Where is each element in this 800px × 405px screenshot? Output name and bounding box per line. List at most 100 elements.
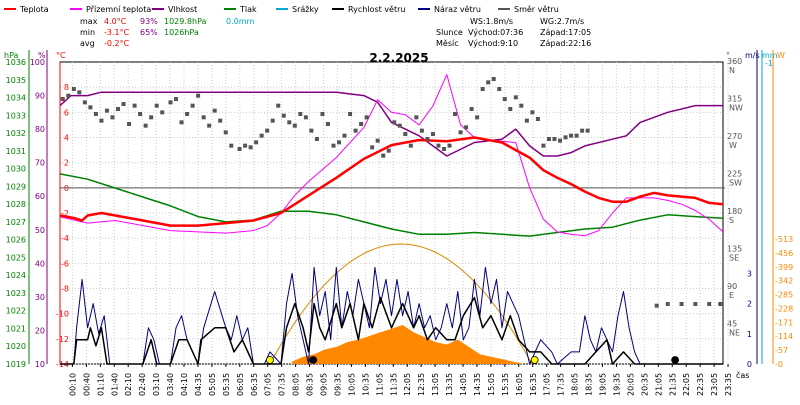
wind-direction-point — [392, 120, 397, 125]
wind-direction-point — [309, 128, 314, 133]
time-tick-label: 01:40 — [110, 373, 119, 396]
wind-direction-point — [331, 143, 336, 148]
pressure-tick-label: 1028 — [6, 200, 26, 209]
direction-tick-deg: 135 — [727, 245, 742, 254]
sun-moon-info: WS:1.8m/s WG:2.7m/s Slunce Východ:07:36 … — [436, 17, 591, 48]
stat-label-avg: avg — [80, 39, 95, 48]
legend: Teplota Přízemní teplota Vlhkost Tlak Srážky… — [4, 5, 559, 14]
wind-direction-point — [441, 147, 446, 151]
time-tick-label: 17:05 — [543, 373, 552, 396]
wind-direction-point — [491, 77, 496, 81]
wind-direction-point — [110, 115, 115, 120]
wind-direction-point — [353, 128, 358, 133]
wind-direction-point — [99, 118, 104, 123]
stat-label-max: max — [80, 17, 98, 26]
wind-direction-point — [116, 107, 121, 111]
time-tick-label: 16:05 — [515, 373, 524, 396]
time-tick-label: 13:35 — [445, 373, 454, 396]
left-axes: 1019102010211022102310241025102610271028… — [6, 50, 69, 369]
legend-label: Náraz větru — [434, 5, 481, 14]
time-tick-label: 03:10 — [152, 373, 161, 396]
x-axis-label: čas — [736, 370, 749, 380]
sunset-time: Západ:17:05 — [540, 28, 591, 37]
wind-direction-point — [314, 137, 319, 141]
sunrise-marker — [266, 356, 274, 364]
wind-direction-point — [359, 122, 364, 126]
wind-direction-point — [679, 302, 684, 306]
wind-direction-point — [464, 125, 469, 130]
pressure-tick-label: 1036 — [6, 58, 26, 67]
wind-direction-point — [524, 118, 529, 123]
time-tick-label: 01:10 — [96, 373, 105, 396]
humidity-tick-label: 100 — [30, 58, 45, 67]
time-tick-label: 00:40 — [82, 373, 91, 396]
wind-direction-point — [298, 112, 303, 116]
pressure-tick-label: 1020 — [6, 342, 26, 351]
temperature-tick-label: -6 — [61, 259, 69, 268]
pressure-tick-label: 1032 — [6, 129, 26, 138]
legend-label: Teplota — [19, 5, 49, 14]
wind-direction-point — [259, 133, 264, 138]
wind-direction-point — [425, 137, 430, 141]
legend-label: Směr větru — [514, 5, 559, 14]
wind-direction-point — [552, 137, 557, 141]
humidity-tick-label: 30 — [35, 293, 45, 302]
humidity-tick-label: 70 — [35, 159, 45, 168]
pressure-tick-label: 1023 — [6, 289, 26, 298]
time-tick-label: 11:35 — [389, 373, 398, 396]
solar-area — [292, 325, 525, 364]
humidity-tick-label: 80 — [35, 125, 45, 134]
series-ground-temperature — [59, 74, 724, 237]
rain-tick-label: -1 — [765, 59, 773, 68]
wind-direction-point — [563, 135, 568, 140]
sunset-marker — [530, 356, 539, 364]
wind-direction-point — [569, 133, 574, 138]
pressure-tick-label: 1019 — [6, 360, 26, 369]
direction-tick-dir: SW — [729, 179, 742, 188]
wind-direction-point — [397, 123, 402, 128]
wind-direction-point — [337, 140, 342, 145]
time-tick-label: 15:35 — [501, 373, 510, 396]
pressure-tick-label: 1024 — [6, 271, 26, 280]
direction-tick-dir: W — [729, 141, 737, 150]
direction-tick-dir: SE — [729, 254, 739, 263]
time-tick-label: 05:05 — [208, 373, 217, 396]
wind-direction-point — [574, 133, 579, 138]
time-tick-label: 16:35 — [529, 373, 538, 396]
humidity-tick-label: 90 — [35, 92, 45, 101]
humidity-tick-label: 40 — [35, 259, 45, 268]
wind-direction-point — [348, 112, 353, 116]
time-tick-label: 14:05 — [459, 373, 468, 396]
wind-direction-point — [185, 112, 190, 116]
wind-direction-point — [364, 115, 369, 120]
wind-direction-point — [513, 95, 518, 100]
moonset-marker — [671, 356, 680, 364]
wind-direction-point — [121, 102, 126, 106]
wind-direction-point — [486, 80, 491, 85]
windspeed-tick-label: 1 — [747, 330, 752, 339]
temperature-tick-label: -12 — [56, 335, 69, 344]
wind-direction-point — [248, 145, 253, 150]
wind-direction-point — [287, 120, 292, 125]
direction-tick-deg: 270 — [727, 132, 742, 141]
wind-direction-point — [370, 145, 375, 150]
wind-speed-avg: WS:1.8m/s — [470, 17, 513, 26]
series-wind-gust — [60, 266, 723, 365]
stat-min-pressure: 1026hPa — [164, 28, 199, 37]
pressure-tick-label: 1033 — [6, 111, 26, 120]
pressure-tick-label: 1021 — [6, 324, 26, 333]
wind-direction-point — [546, 137, 551, 141]
time-tick-label: 08:05 — [292, 373, 301, 396]
legend-label: Přízemní teplota — [86, 5, 151, 14]
wind-direction-point — [419, 128, 424, 133]
series-humidity — [59, 91, 723, 157]
legend-label: Rychlost větru — [348, 5, 405, 14]
wind-direction-point — [212, 108, 217, 113]
wind-direction-point — [265, 128, 270, 133]
wind-direction-point — [138, 112, 143, 116]
wind-direction-point — [229, 143, 234, 148]
time-tick-label: 07:05 — [264, 373, 273, 396]
time-tick-label: 07:35 — [278, 373, 287, 396]
